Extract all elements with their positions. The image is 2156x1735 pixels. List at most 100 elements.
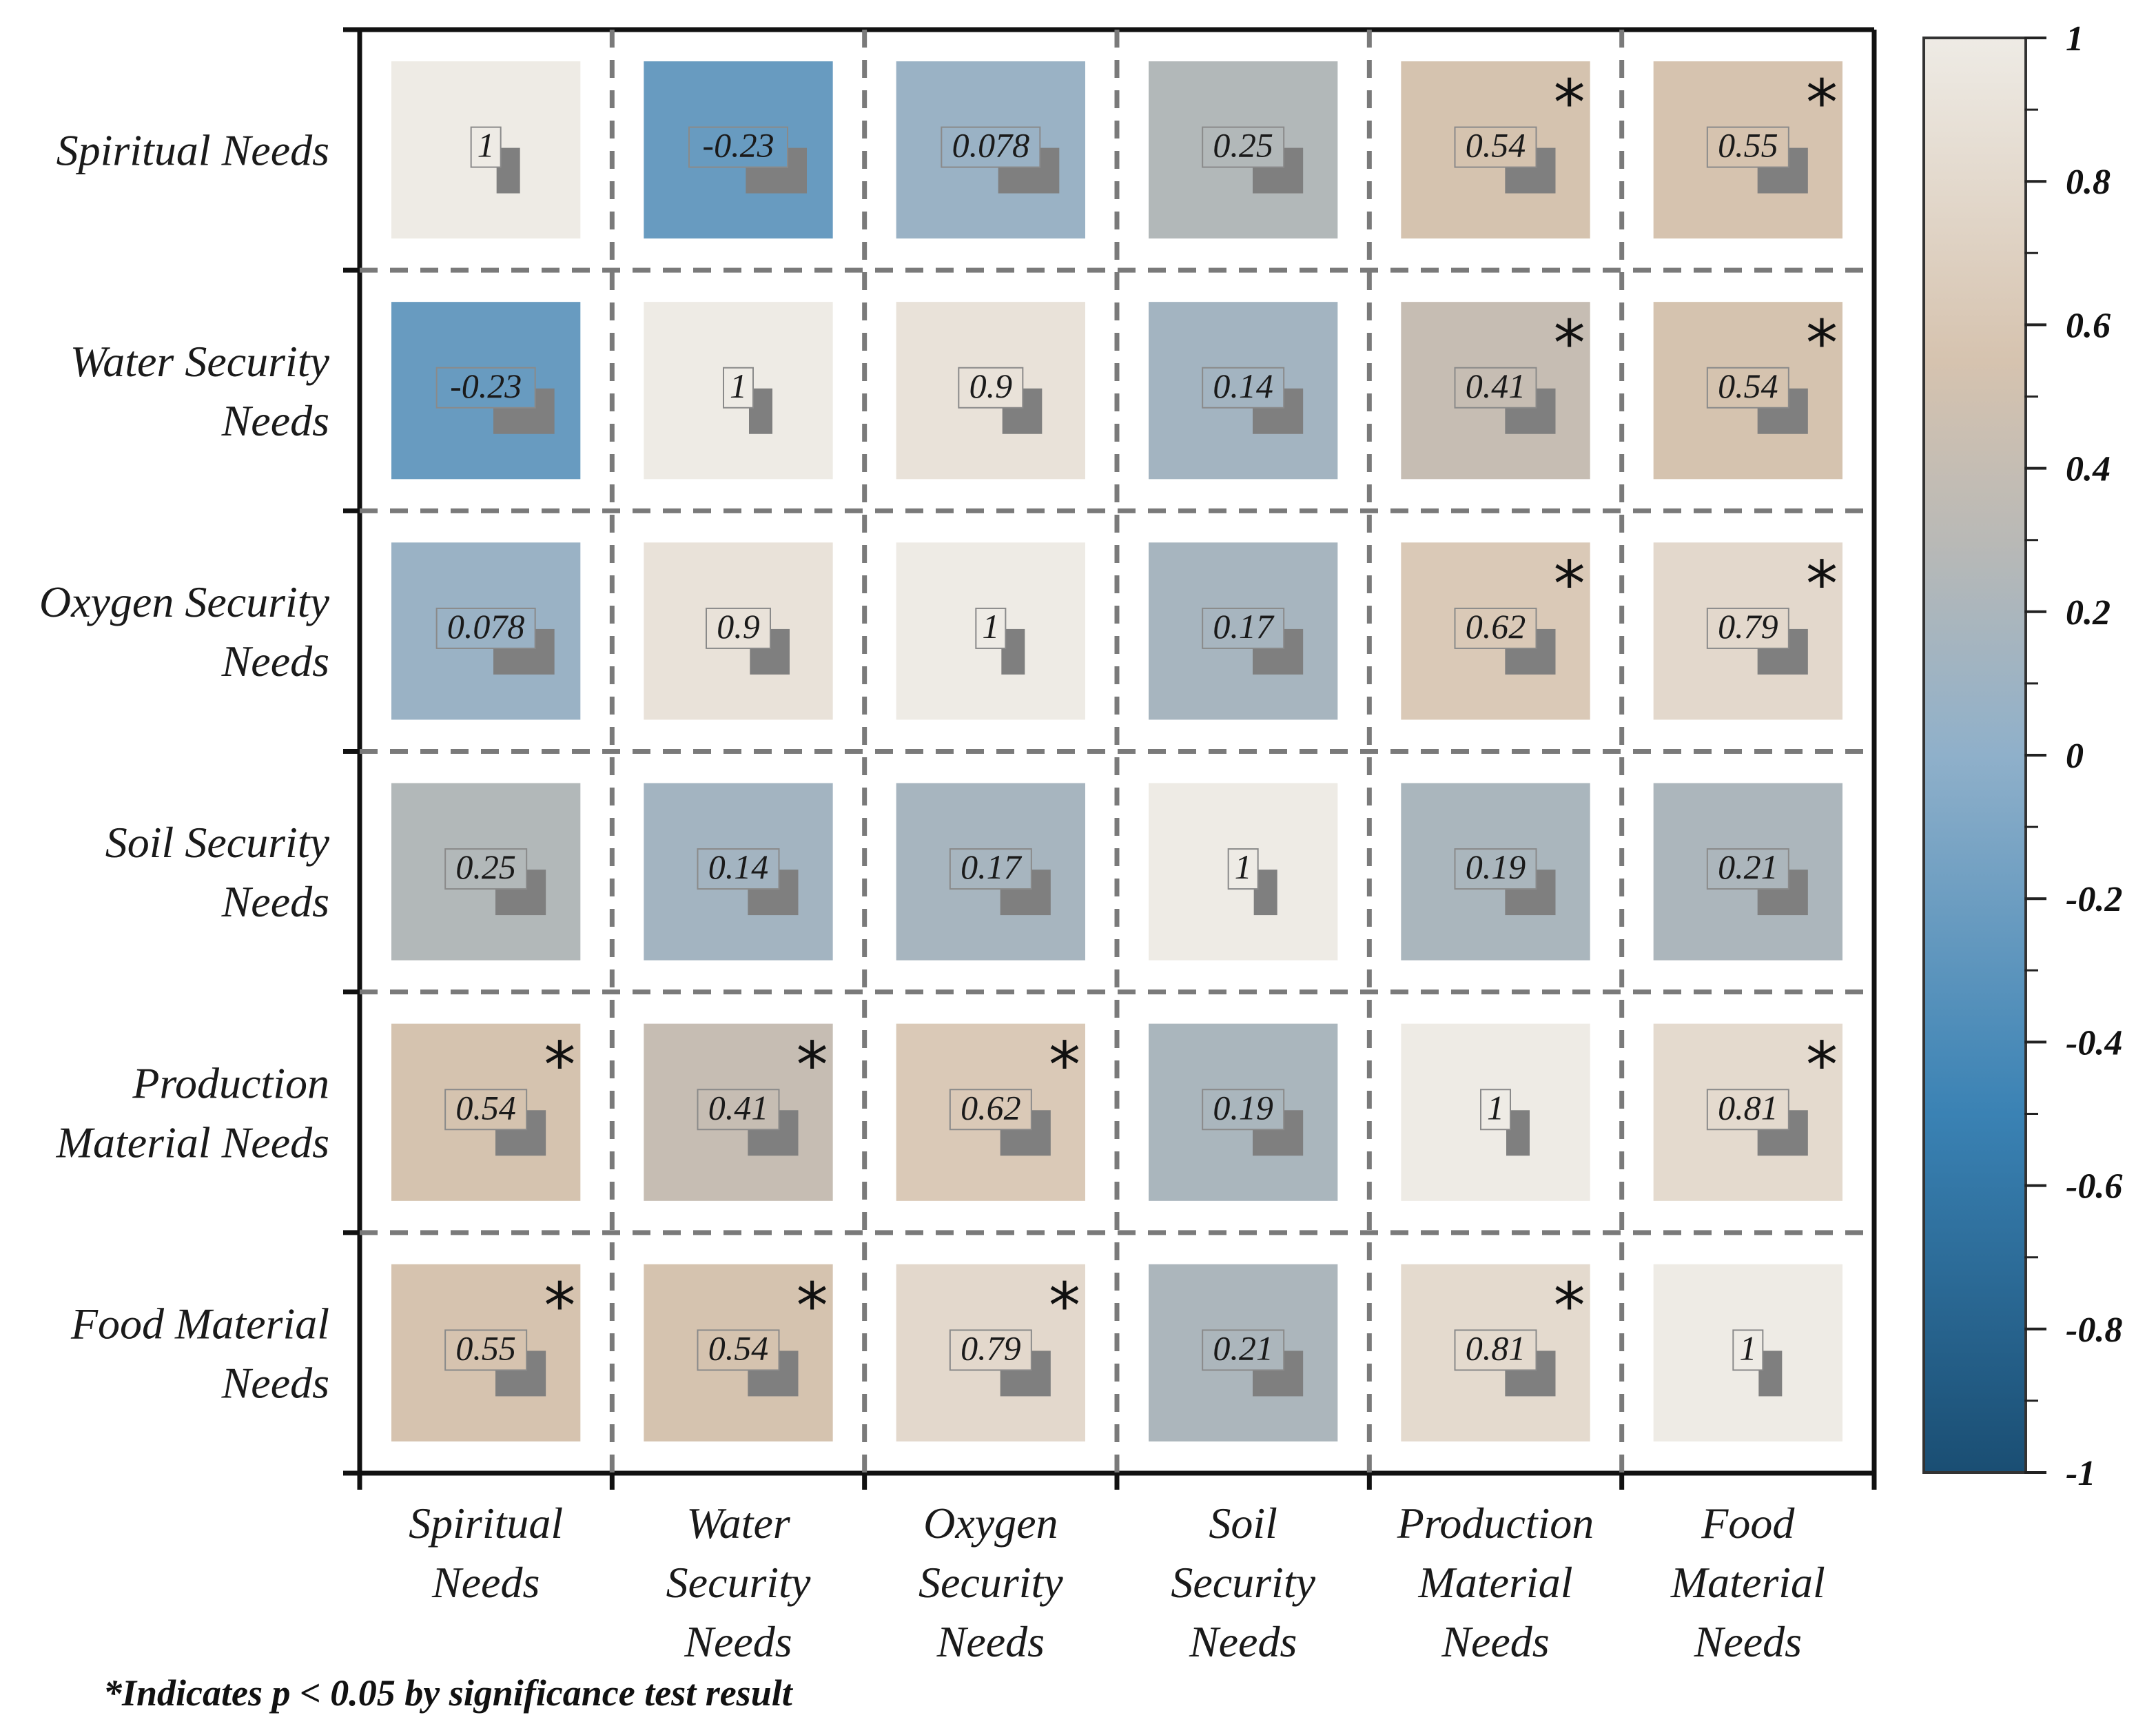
- cell-value: 0.54: [1466, 126, 1526, 165]
- label-box: [470, 126, 502, 168]
- label-box: [1732, 1329, 1764, 1371]
- cell-value: 0.21: [1718, 848, 1778, 886]
- cell-value: 0.25: [1213, 126, 1273, 165]
- cell-value: 0.79: [1718, 607, 1778, 646]
- cell-value: 0.62: [961, 1088, 1021, 1127]
- heatmap-cell: 0.54 *: [644, 1264, 833, 1441]
- column-label: Security: [666, 1558, 811, 1607]
- heatmap-cell: 0.79 *: [1653, 542, 1842, 720]
- label-box: [723, 367, 754, 409]
- label-box: [444, 1089, 528, 1131]
- cell-value: 1: [1739, 1328, 1756, 1367]
- heatmap-cell: 0.55 *: [391, 1264, 581, 1441]
- heatmap-cell: 0.79 *: [896, 1264, 1085, 1441]
- colorbar-tick-label: -0.2: [2066, 880, 2122, 919]
- colorbar-tick-label: 0.6: [2066, 306, 2111, 345]
- cell-value: 1: [982, 607, 999, 646]
- cell-value: 0.078: [952, 126, 1030, 165]
- colorbar-tick-label: -0.4: [2066, 1023, 2122, 1062]
- significance-star: *: [544, 1269, 575, 1343]
- cell-value: 0.19: [1213, 1088, 1273, 1127]
- label-box: [697, 1089, 780, 1131]
- column-label: Oxygen: [923, 1499, 1058, 1548]
- row-label: Soil Security: [105, 818, 330, 867]
- label-box: [1454, 126, 1537, 168]
- heatmap-cell: -0.23: [644, 61, 833, 239]
- row-label: Water Security: [70, 337, 330, 386]
- cell-value: 0.54: [455, 1088, 516, 1127]
- label-box: [1202, 367, 1285, 409]
- significance-star: *: [1806, 66, 1838, 140]
- significance-star: *: [1806, 1029, 1838, 1102]
- footnote: *Indicates p < 0.05 by significance test…: [103, 1672, 794, 1714]
- cell-value: 0.54: [708, 1328, 769, 1367]
- cell-value: 1: [1487, 1088, 1504, 1127]
- label-box: [1202, 1089, 1285, 1131]
- cell-value: 0.9: [717, 607, 760, 646]
- colorbar-tick-label: 0.8: [2066, 163, 2111, 202]
- label-box: [1706, 1089, 1789, 1131]
- row-label: Needs: [221, 637, 329, 686]
- column-label: Security: [1171, 1558, 1315, 1607]
- heatmap-cell: 0.81 *: [1653, 1023, 1842, 1201]
- label-box: [1706, 126, 1789, 168]
- heatmap-cell: 0.54 *: [1401, 61, 1590, 239]
- row-label: Material Needs: [56, 1118, 329, 1167]
- label-box: [1454, 1329, 1537, 1371]
- cell-value: 0.9: [969, 367, 1013, 405]
- heatmap-cell: 0.55 *: [1653, 61, 1842, 239]
- row-label: Food Material: [70, 1299, 329, 1348]
- heatmap-cell: 0.078: [391, 542, 581, 720]
- heatmap-cell: 0.25: [1149, 61, 1338, 239]
- cell-value: 1: [730, 367, 747, 405]
- heatmap-cell: 1: [1401, 1023, 1590, 1201]
- label-box: [697, 848, 780, 890]
- label-box: [1454, 367, 1537, 409]
- column-label: Soil: [1209, 1499, 1277, 1548]
- heatmap-cell: 0.19: [1401, 783, 1590, 961]
- label-box: [706, 607, 771, 649]
- colorbar-tick-label: -0.8: [2066, 1311, 2122, 1350]
- cell-value: 0.41: [1466, 367, 1526, 405]
- heatmap-cell: 0.54 *: [391, 1023, 581, 1201]
- significance-star: *: [1806, 547, 1838, 621]
- cell-value: 0.79: [961, 1328, 1021, 1367]
- label-box: [949, 848, 1032, 890]
- heatmap-cell: 1: [896, 542, 1085, 720]
- label-box: [435, 607, 536, 649]
- label-box: [1202, 126, 1285, 168]
- significance-star: *: [1554, 66, 1585, 140]
- cell-value: 0.81: [1466, 1328, 1526, 1367]
- label-box: [1706, 848, 1789, 890]
- significance-star: *: [1554, 1269, 1585, 1343]
- significance-star: *: [1049, 1269, 1080, 1343]
- row-label: Spiritual Needs: [57, 126, 329, 175]
- heatmap-cell: 1: [1149, 783, 1338, 961]
- heatmap-cell: 0.21: [1149, 1264, 1338, 1441]
- cell-value: 0.17: [1213, 607, 1275, 646]
- label-box: [941, 126, 1041, 168]
- cell-value: 1: [478, 126, 495, 165]
- heatmap-cell: 1: [644, 302, 833, 480]
- label-box: [435, 367, 536, 409]
- colorbar: [1922, 37, 2027, 1474]
- column-label: Water: [686, 1499, 791, 1548]
- row-label: Needs: [221, 877, 329, 926]
- label-box: [949, 1329, 1032, 1371]
- label-box: [1454, 607, 1537, 649]
- significance-star: *: [1554, 547, 1585, 621]
- heatmap-cell: 0.62 *: [1401, 542, 1590, 720]
- cell-value: 0.55: [455, 1328, 516, 1367]
- heatmap-cell: 0.54 *: [1653, 302, 1842, 480]
- heatmap-cell: 0.9: [644, 542, 833, 720]
- label-box: [1454, 848, 1537, 890]
- cell-value: 0.19: [1466, 848, 1526, 886]
- column-label: Needs: [1189, 1617, 1297, 1666]
- column-label: Needs: [1694, 1617, 1802, 1666]
- significance-star: *: [1554, 307, 1585, 380]
- cell-value: 0.62: [1466, 607, 1526, 646]
- heatmap-cell: 0.078: [896, 61, 1085, 239]
- cell-value: 0.54: [1718, 367, 1778, 405]
- label-box: [1202, 607, 1285, 649]
- column-label: Material: [1418, 1558, 1573, 1607]
